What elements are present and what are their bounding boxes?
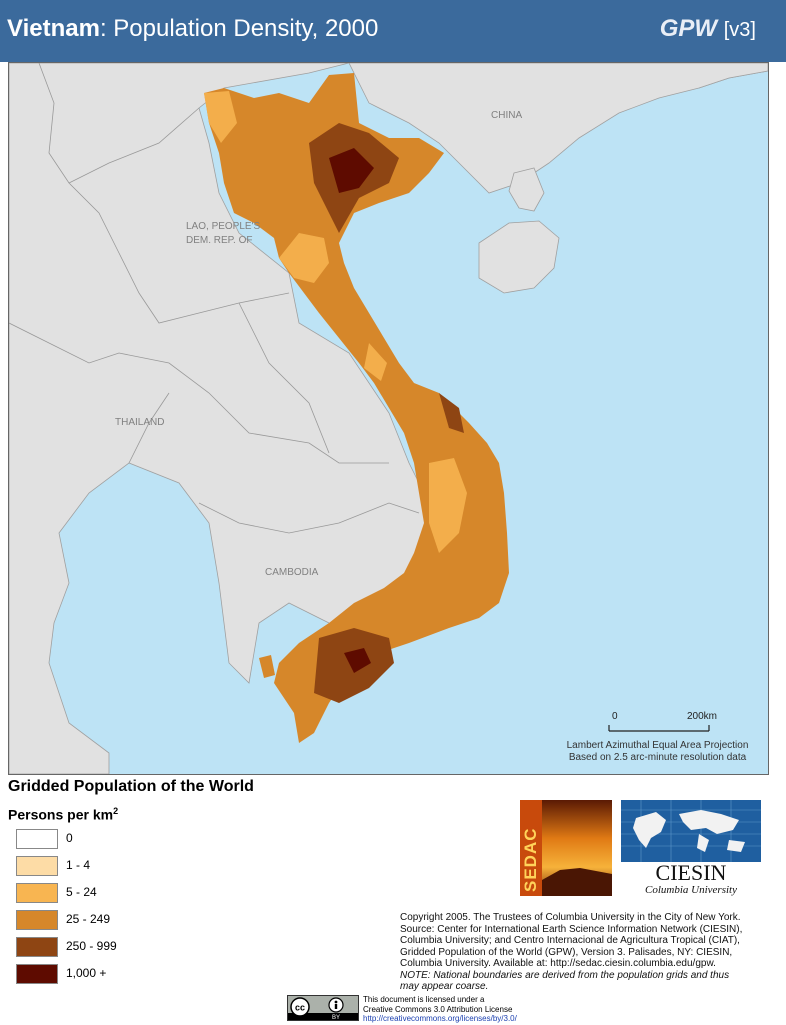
legend-label: 5 - 24 — [66, 885, 97, 899]
legend-label: 25 - 249 — [66, 912, 111, 926]
title-rest: : Population Density, 2000 — [99, 15, 379, 42]
label-lao-1: LAO, PEOPLE'S — [186, 221, 260, 232]
scale-right-label: 200km — [687, 711, 717, 722]
map-title: Vietnam: Population Density, 2000 — [7, 15, 378, 43]
sedac-logo: SEDAC — [520, 800, 612, 896]
scale-left-label: 0 — [612, 711, 618, 722]
copyright-line: Columbia University; and Centro Internac… — [400, 935, 740, 946]
copyright-note-line-2: may appear coarse. — [400, 981, 489, 992]
cc-by-text: BY — [332, 1015, 340, 1020]
phu-quoc-island — [259, 655, 275, 678]
sedac-logo-text: SEDAC — [521, 827, 540, 892]
map-svg: CHINA LAO, PEOPLE'S DEM. REP. OF THAILAN… — [9, 63, 768, 774]
legend-swatch — [16, 883, 58, 903]
vietnam-density-light — [204, 91, 467, 553]
legend-label: 1 - 4 — [66, 858, 91, 872]
legend-swatch — [16, 910, 58, 930]
legend-swatch — [16, 937, 58, 957]
copyright-line: Source: Center for International Earth S… — [400, 923, 743, 935]
gpw-logo-text: GPW — [659, 15, 718, 42]
land-hainan — [478, 220, 560, 294]
ciesin-logo: CIESIN Columbia University — [621, 800, 761, 896]
cc-icon — [290, 997, 310, 1017]
license-text: This document is licensed under a Creati… — [363, 995, 517, 1024]
land-leizhou — [508, 167, 545, 212]
legend-subtitle-text: Persons per km — [8, 806, 114, 823]
land-south-china — [348, 63, 768, 194]
legend-subtitle-sup: 2 — [113, 806, 119, 816]
label-thailand: THAILAND — [115, 417, 164, 428]
copyright-line: Gridded Population of the World (GPW), V… — [400, 946, 733, 958]
title-country: Vietnam — [7, 15, 100, 42]
license-line-2: Creative Commons 3.0 Attribution License — [363, 1004, 513, 1014]
cc-badge: cc BY — [287, 995, 359, 1021]
gpw-version: GPW [v3] — [660, 15, 756, 43]
projection-line-1: Lambert Azimuthal Equal Area Projection — [566, 740, 749, 751]
vietnam-density-high — [309, 123, 464, 703]
legend-label: 1,000 + — [66, 966, 107, 980]
legend-label: 0 — [66, 831, 73, 845]
header-bar: Vietnam: Population Density, 2000 GPW [v… — [0, 0, 786, 62]
ciesin-logo-subtext: Columbia University — [645, 884, 737, 896]
license-line-1: This document is licensed under a — [363, 995, 485, 1004]
map-frame: CHINA LAO, PEOPLE'S DEM. REP. OF THAILAN… — [8, 62, 769, 775]
label-china: CHINA — [491, 110, 522, 121]
vietnam-density-base — [204, 73, 509, 743]
legend-swatch — [16, 829, 58, 849]
projection-line-2: Based on 2.5 arc-minute resolution data — [568, 752, 747, 763]
copyright-line: Copyright 2005. The Trustees of Columbia… — [400, 912, 741, 923]
copyright-line: Columbia University. Available at: http:… — [400, 958, 716, 969]
label-lao-2: DEM. REP. OF — [186, 235, 253, 246]
copyright-block: Copyright 2005. The Trustees of Columbia… — [400, 912, 780, 993]
legend-swatch — [16, 964, 58, 984]
projection-note: Lambert Azimuthal Equal Area Projection … — [560, 740, 755, 764]
legend-label: 250 - 999 — [66, 939, 117, 953]
legend-subtitle: Persons per km2 — [8, 806, 118, 823]
version-text: [v3] — [723, 19, 756, 41]
svg-text:cc: cc — [295, 1003, 305, 1013]
copyright-note-line-1: NOTE: National boundaries are derived fr… — [400, 969, 730, 981]
license-link[interactable]: http://creativecommons.org/licenses/by/3… — [363, 1014, 517, 1023]
ciesin-logo-text: CIESIN — [656, 860, 727, 885]
country-borders — [9, 63, 420, 534]
label-cambodia: CAMBODIA — [265, 567, 319, 578]
legend-title: Gridded Population of the World — [8, 778, 254, 795]
scale-bar: 0 200km — [608, 711, 717, 732]
legend-swatch — [16, 856, 58, 876]
